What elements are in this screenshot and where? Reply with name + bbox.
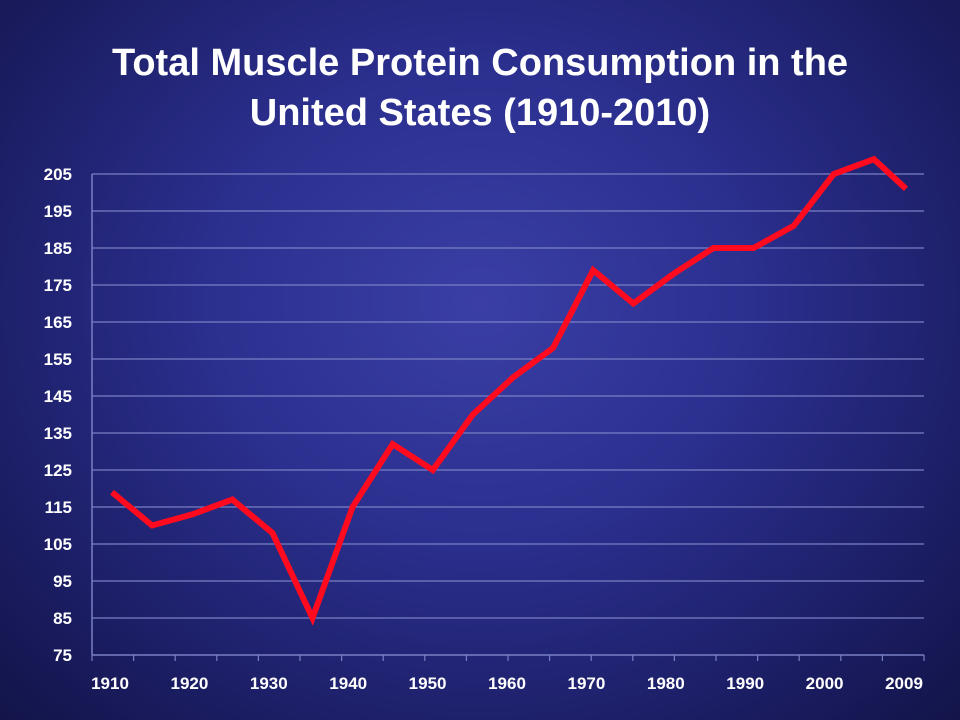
y-tick-label: 155 bbox=[44, 350, 72, 369]
y-tick-label: 125 bbox=[44, 461, 72, 480]
series-line bbox=[110, 155, 909, 626]
y-tick-label: 95 bbox=[53, 572, 72, 591]
y-tick-label: 165 bbox=[44, 313, 72, 332]
x-tick-label: 1950 bbox=[409, 674, 447, 693]
x-tick-label: 1990 bbox=[726, 674, 764, 693]
x-tick-label: 2000 bbox=[806, 674, 844, 693]
y-tick-label: 205 bbox=[44, 165, 72, 184]
x-tick-label: 1940 bbox=[329, 674, 367, 693]
x-tick-label: 1980 bbox=[647, 674, 685, 693]
x-tick-label: 1930 bbox=[250, 674, 288, 693]
y-tick-label: 145 bbox=[44, 387, 72, 406]
y-tick-label: 175 bbox=[44, 276, 72, 295]
x-tick-label: 1920 bbox=[170, 674, 208, 693]
chart-title: Total Muscle Protein Consumption in the … bbox=[0, 38, 960, 138]
y-tick-labels: 75 85 95 105 115 125 135 145 155 165 175 185 195 205 bbox=[44, 165, 72, 665]
x-tick-label: 1960 bbox=[488, 674, 526, 693]
gridlines bbox=[92, 173, 924, 619]
series bbox=[110, 155, 909, 626]
chart-title-line-1: Total Muscle Protein Consumption in the bbox=[111, 42, 849, 84]
x-tick-labels: 1910 1920 1930 1940 1950 1960 1970 1980 1990 2000… bbox=[91, 674, 923, 693]
chart-title-line-2: United States (1910-2010) bbox=[249, 92, 711, 134]
x-tick-label: 1970 bbox=[567, 674, 605, 693]
axes bbox=[91, 174, 925, 661]
y-tick-label: 85 bbox=[53, 609, 72, 628]
y-tick-label: 195 bbox=[44, 202, 72, 221]
y-tick-label: 75 bbox=[53, 646, 72, 665]
y-tick-label: 185 bbox=[44, 239, 72, 258]
y-tick-label: 105 bbox=[44, 535, 72, 554]
x-tick-label: 1910 bbox=[91, 674, 129, 693]
x-tick-label: 2009 bbox=[885, 674, 923, 693]
y-tick-label: 115 bbox=[45, 498, 72, 517]
y-tick-label: 135 bbox=[44, 424, 72, 443]
